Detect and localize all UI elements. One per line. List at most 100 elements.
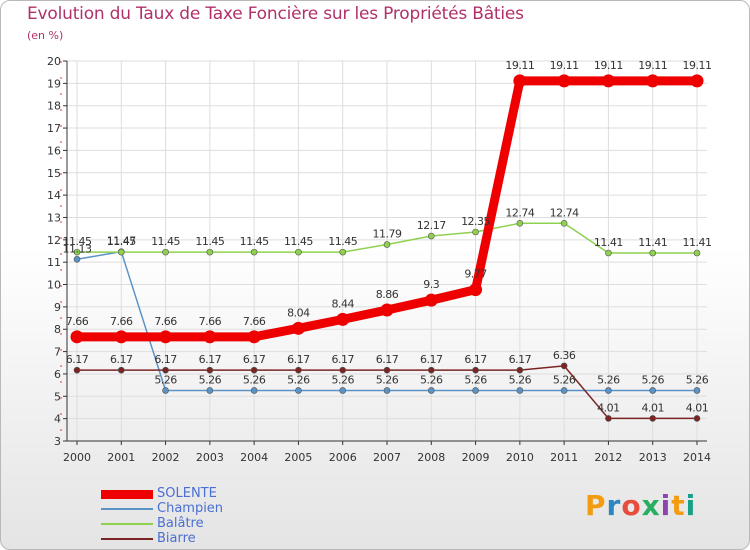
y-tick-label: 11	[47, 256, 61, 269]
data-label-champien: 5.26	[464, 373, 487, 386]
data-point-biarre	[560, 362, 568, 370]
data-point-champien	[472, 387, 479, 394]
data-point-champien	[427, 387, 435, 394]
data-label-solente: 9.77	[464, 268, 487, 281]
y-tick-label: 5	[54, 390, 61, 403]
x-tick-label: 2006	[329, 451, 357, 464]
data-point-solente	[159, 330, 173, 344]
data-point-biarre	[516, 366, 524, 374]
data-label-champien: 5.26	[331, 373, 354, 386]
data-point-baltre	[250, 248, 258, 256]
x-tick-label: 2009	[462, 451, 490, 464]
y-tick-label: 16	[47, 144, 61, 157]
data-point-champien	[605, 387, 612, 394]
data-label-solente: 7.66	[110, 315, 133, 328]
data-point-biarre	[339, 366, 347, 374]
logo-letter: r	[606, 489, 622, 522]
data-label-baltre: 11.41	[594, 236, 623, 249]
data-label-biarre: 6.36	[553, 349, 576, 362]
data-label-biarre: 6.17	[464, 353, 487, 366]
data-label-baltre: 11.45	[240, 235, 269, 248]
data-label-champien: 11.13	[63, 242, 92, 255]
data-label-solente: 7.66	[66, 315, 89, 328]
x-tick-label: 2000	[63, 451, 91, 464]
data-label-champien: 5.26	[597, 373, 620, 386]
data-label-solente: 19.11	[550, 59, 579, 72]
y-tick-label: 12	[47, 234, 61, 247]
y-tick-label: 18	[47, 100, 61, 113]
data-label-baltre: 11.45	[284, 235, 313, 248]
data-point-baltre	[295, 248, 302, 256]
data-point-champien	[206, 387, 214, 394]
logo-letter: P	[585, 489, 607, 522]
logo-letter: o	[621, 489, 642, 522]
data-label-baltre: 11.45	[195, 235, 224, 248]
legend-label-champien: Champien	[157, 501, 224, 516]
x-tick-label: 2001	[107, 451, 135, 464]
y-tick-label: 7	[54, 346, 61, 359]
data-point-baltre	[693, 249, 701, 257]
data-label-solente: 19.11	[638, 59, 667, 72]
x-tick-label: 2012	[594, 451, 622, 464]
data-point-biarre	[693, 415, 701, 422]
data-point-champien	[162, 387, 169, 394]
data-point-solente	[424, 293, 438, 307]
data-point-baltre	[560, 219, 568, 227]
x-tick-label: 2003	[196, 451, 224, 464]
data-label-solente: 8.04	[287, 306, 310, 319]
data-label-baltre: 12.17	[417, 219, 446, 232]
data-label-biarre: 4.01	[686, 401, 709, 414]
logo-letter: t	[671, 489, 686, 522]
data-label-baltre: 12.74	[505, 206, 534, 219]
logo-letter: i	[660, 489, 672, 522]
y-tick-label: 19	[47, 77, 61, 90]
x-tick-label: 2013	[639, 451, 667, 464]
data-label-biarre: 6.17	[331, 353, 354, 366]
data-point-solente	[646, 74, 660, 88]
legend-swatch-solente	[101, 490, 153, 499]
data-label-champien: 5.26	[243, 373, 266, 386]
data-point-solente	[557, 74, 571, 88]
data-label-champien: 5.26	[420, 373, 443, 386]
data-point-biarre	[250, 366, 258, 374]
data-label-champien: 5.26	[509, 373, 532, 386]
data-label-biarre: 4.01	[641, 401, 664, 414]
x-tick-label: 2005	[284, 451, 312, 464]
data-label-solente: 7.66	[243, 315, 266, 328]
data-point-baltre	[117, 248, 125, 256]
data-point-champien	[560, 387, 568, 394]
x-tick-label: 2011	[550, 451, 578, 464]
data-point-baltre	[472, 228, 479, 236]
data-point-biarre	[472, 366, 479, 374]
logo-letter: i	[685, 489, 697, 522]
data-point-biarre	[427, 366, 435, 374]
data-label-baltre: 11.79	[373, 228, 402, 241]
legend-label-biarre: Biarre	[157, 531, 196, 546]
data-point-champien	[693, 387, 701, 394]
y-tick-label: 3	[54, 435, 61, 448]
y-tick-label: 9	[54, 301, 61, 314]
data-point-solente	[601, 74, 615, 88]
data-point-solente	[469, 283, 483, 297]
data-label-biarre: 6.17	[243, 353, 266, 366]
x-tick-label: 2007	[373, 451, 401, 464]
y-tick-label: 8	[54, 323, 61, 336]
data-point-baltre	[162, 248, 169, 256]
x-tick-label: 2010	[506, 451, 534, 464]
data-point-biarre	[295, 366, 302, 374]
data-point-solente	[70, 330, 84, 344]
y-tick-label: 15	[47, 167, 61, 180]
data-label-baltre: 12.35	[461, 215, 490, 228]
data-label-biarre: 6.17	[509, 353, 532, 366]
data-label-biarre: 6.17	[287, 353, 310, 366]
data-label-solente: 7.66	[199, 315, 222, 328]
data-label-baltre: 11.45	[151, 235, 180, 248]
data-label-baltre: 11.41	[638, 236, 667, 249]
x-tick-label: 2008	[417, 451, 445, 464]
data-point-biarre	[206, 366, 214, 374]
unit-label: (en %)	[27, 29, 64, 42]
data-label-solente: 8.86	[376, 288, 399, 301]
data-point-champien	[339, 387, 347, 394]
